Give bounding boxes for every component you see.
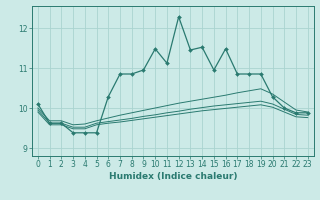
X-axis label: Humidex (Indice chaleur): Humidex (Indice chaleur) (108, 172, 237, 181)
